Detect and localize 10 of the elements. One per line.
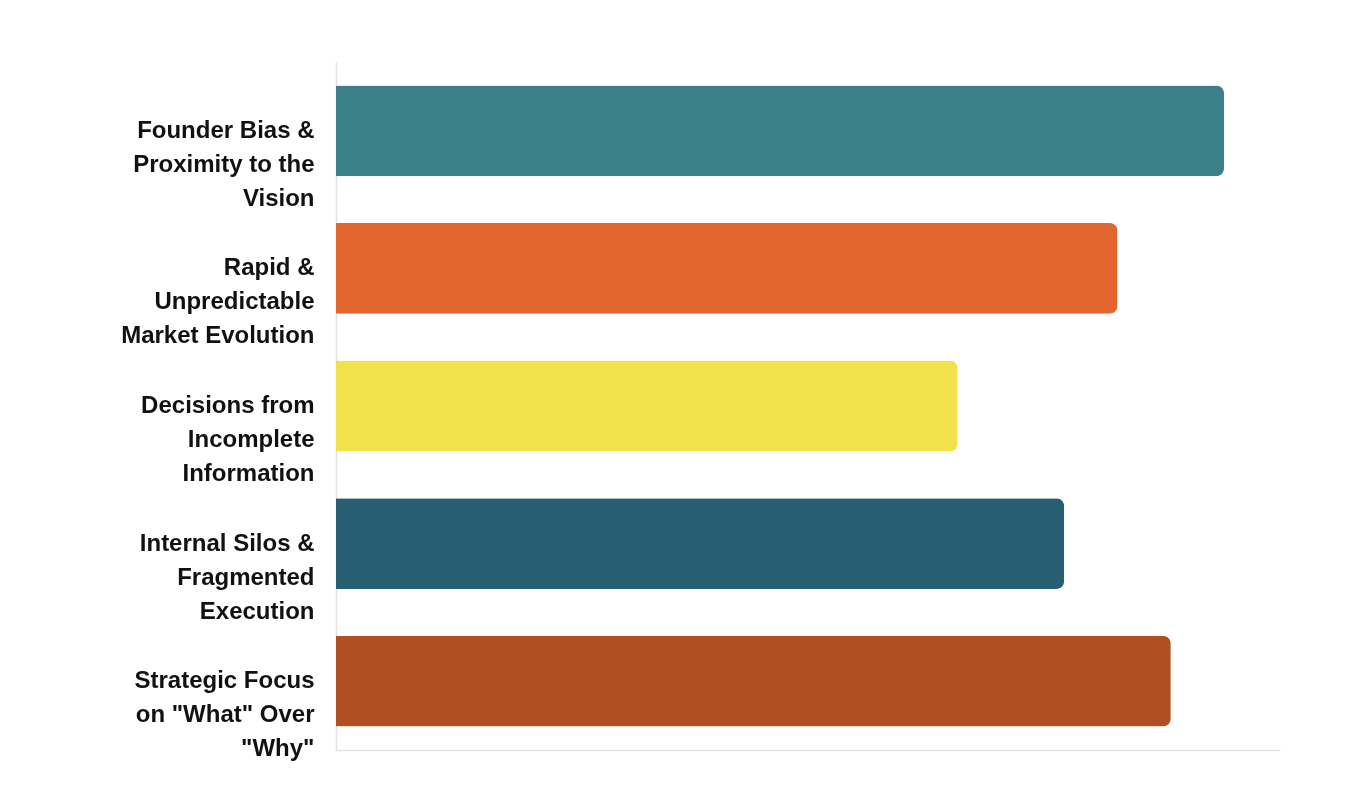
bar — [336, 85, 1225, 177]
y-tick-label: Strategic Focus on "What" Over "Why" — [134, 666, 315, 762]
bar — [336, 222, 1118, 314]
y-tick-label: Internal Silos & Fragmented Execution — [139, 528, 315, 624]
bar — [336, 635, 1171, 727]
y-tick-label: Decisions from Incomplete Information — [141, 391, 315, 486]
bar — [336, 360, 958, 452]
y-tick-label: Rapid & Unpredictable Market Evolution — [121, 253, 315, 349]
y-tick-label: Founder Bias & Proximity to the Vision — [133, 115, 315, 211]
bar — [336, 498, 1065, 590]
